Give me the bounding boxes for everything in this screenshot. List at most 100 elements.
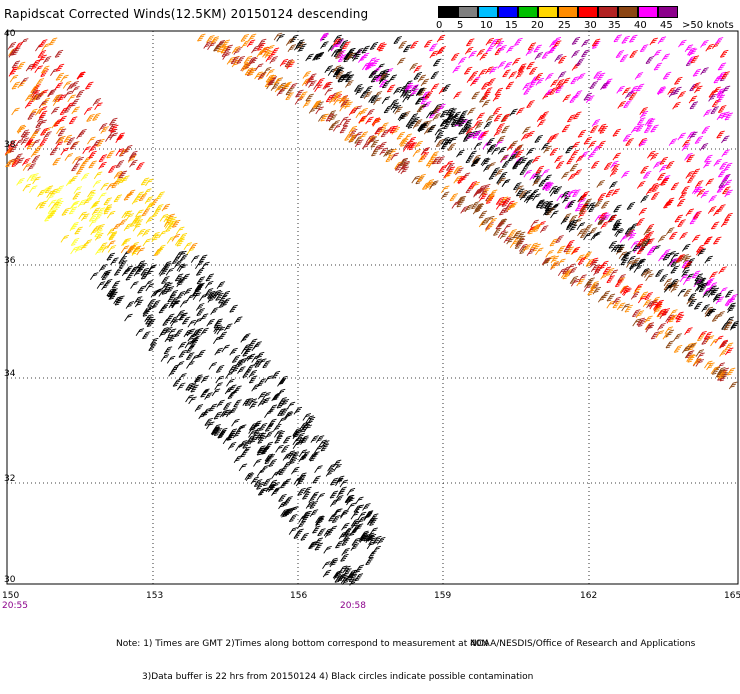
wind-barb bbox=[577, 129, 587, 138]
wind-barb bbox=[705, 43, 714, 52]
wind-barb bbox=[100, 182, 109, 191]
wind-barb bbox=[571, 50, 580, 58]
wind-barb bbox=[708, 285, 717, 294]
wind-barb bbox=[55, 185, 65, 194]
wind-barb bbox=[183, 329, 193, 338]
wind-barb bbox=[536, 200, 545, 209]
wind-barb bbox=[277, 82, 287, 91]
wind-barb bbox=[178, 250, 187, 259]
wind-barb bbox=[440, 137, 450, 145]
wind-barb bbox=[145, 178, 154, 187]
wind-barb bbox=[144, 196, 154, 204]
wind-barb bbox=[253, 420, 262, 429]
wind-barb bbox=[472, 157, 481, 166]
wind-barb bbox=[257, 432, 267, 441]
wind-barb bbox=[197, 349, 206, 358]
wind-barb bbox=[296, 432, 305, 441]
wind-barb bbox=[485, 223, 494, 232]
wind-barb bbox=[92, 139, 102, 148]
wind-barb bbox=[282, 435, 292, 444]
wind-barb bbox=[499, 231, 509, 240]
wind-barb bbox=[495, 40, 505, 49]
wind-barb bbox=[704, 255, 713, 264]
wind-barb bbox=[502, 69, 511, 78]
wind-barb bbox=[132, 245, 142, 254]
wind-barb bbox=[601, 290, 611, 299]
wind-barb bbox=[712, 86, 721, 95]
wind-barb bbox=[665, 314, 674, 323]
wind-barb bbox=[617, 274, 626, 283]
wind-barb bbox=[425, 179, 435, 187]
wind-barb bbox=[248, 398, 258, 407]
wind-barb bbox=[135, 191, 144, 200]
wind-barb bbox=[345, 74, 354, 83]
wind-barb bbox=[417, 123, 427, 132]
wind-barb bbox=[174, 329, 184, 337]
wind-barb bbox=[676, 254, 685, 262]
wind-barb bbox=[78, 211, 87, 220]
wind-barb bbox=[176, 263, 186, 272]
wind-barb bbox=[715, 369, 725, 378]
wind-barb bbox=[500, 114, 510, 123]
wind-barb bbox=[341, 522, 350, 531]
wind-barb bbox=[204, 280, 214, 289]
wind-barb bbox=[136, 247, 145, 256]
wind-barb bbox=[233, 47, 242, 55]
wind-barb bbox=[142, 331, 151, 340]
map-title: Rapidscat Corrected Winds(12.5KM) 201501… bbox=[4, 7, 369, 21]
wind-barb bbox=[516, 156, 525, 164]
wind-barb bbox=[429, 181, 438, 190]
wind-barb bbox=[320, 443, 330, 452]
wind-barb bbox=[434, 134, 443, 143]
wind-barb bbox=[87, 192, 96, 201]
wind-barb bbox=[666, 227, 675, 235]
wind-barb bbox=[470, 78, 479, 87]
wind-barb bbox=[370, 139, 379, 148]
wind-barb bbox=[85, 81, 94, 90]
wind-barb bbox=[696, 244, 705, 253]
wind-barb bbox=[9, 66, 19, 75]
wind-barb bbox=[257, 391, 267, 400]
wind-barb bbox=[254, 63, 264, 72]
wind-barb bbox=[597, 123, 607, 132]
wind-barb bbox=[590, 125, 599, 134]
wind-barb bbox=[610, 160, 619, 169]
wind-barb bbox=[704, 154, 713, 163]
wind-barb bbox=[75, 156, 84, 165]
wind-barb bbox=[210, 307, 219, 315]
wind-barb bbox=[113, 267, 123, 276]
wind-barb bbox=[710, 287, 720, 296]
wind-barb bbox=[47, 89, 56, 97]
wind-barb bbox=[296, 41, 305, 50]
wind-barb bbox=[693, 186, 703, 195]
wind-barb bbox=[453, 165, 462, 174]
wind-barb bbox=[462, 126, 472, 134]
wind-barb bbox=[558, 55, 567, 64]
wind-barb bbox=[355, 87, 364, 95]
wind-barb bbox=[98, 192, 107, 201]
wind-barb bbox=[108, 165, 117, 174]
wind-barb bbox=[323, 528, 333, 537]
wind-barb bbox=[264, 441, 274, 450]
wind-barb bbox=[65, 102, 75, 110]
wind-barb bbox=[237, 366, 246, 374]
wind-barb bbox=[67, 94, 76, 103]
wind-barb bbox=[324, 65, 333, 73]
wind-barb bbox=[443, 121, 452, 130]
wind-barb bbox=[580, 191, 590, 199]
wind-barb bbox=[130, 281, 139, 289]
wind-barb bbox=[48, 37, 58, 46]
wind-barb bbox=[661, 308, 671, 316]
wind-barb bbox=[152, 209, 161, 217]
wind-barb bbox=[213, 324, 222, 333]
wind-barb bbox=[236, 425, 245, 433]
wind-barb bbox=[158, 305, 168, 314]
wind-barb bbox=[713, 75, 722, 84]
wind-barb bbox=[371, 148, 380, 157]
wind-barb bbox=[315, 51, 325, 60]
longitude-tick-label: 165 bbox=[724, 591, 740, 601]
wind-barb bbox=[14, 42, 24, 50]
wind-barb bbox=[707, 308, 717, 317]
wind-barb bbox=[492, 106, 502, 115]
wind-barb bbox=[49, 147, 59, 156]
